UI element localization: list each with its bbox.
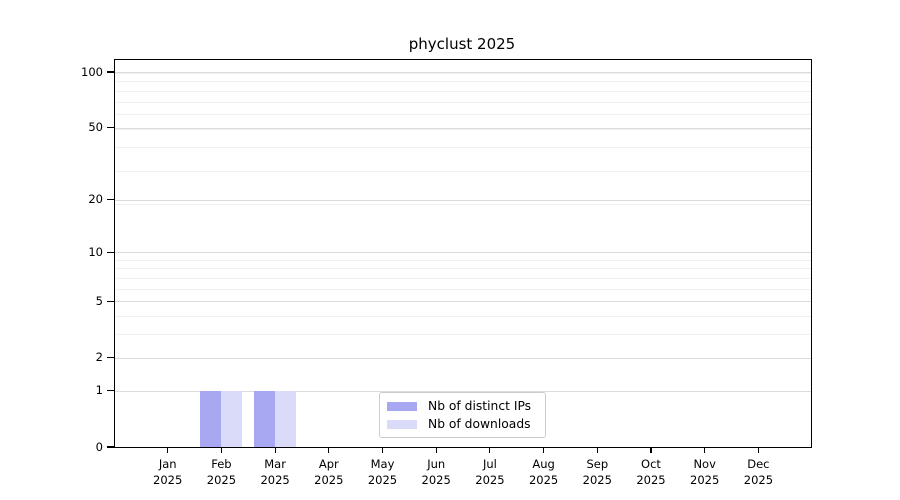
y-axis-tick [107, 300, 114, 302]
gridline-minor [115, 259, 811, 261]
x-axis-tick-label: Jul 2025 [475, 457, 505, 487]
x-axis-tick [757, 447, 759, 453]
x-axis-tick-label: Feb 2025 [206, 457, 237, 487]
x-axis-tick-label: Mar 2025 [260, 457, 290, 487]
y-axis-tick-label: 20 [88, 192, 103, 207]
gridline-minor [115, 278, 811, 279]
x-axis-tick [274, 447, 276, 453]
gridline-minor [115, 72, 811, 74]
y-axis-tick [107, 390, 114, 392]
gridline-minor [115, 203, 811, 205]
gridline-minor [115, 316, 811, 318]
x-axis-tick [328, 447, 330, 453]
y-axis-tick-label: 2 [95, 350, 103, 365]
x-axis-tick [596, 447, 598, 453]
x-axis-tick [167, 447, 169, 453]
x-axis-tick-label: Sep 2025 [582, 457, 612, 487]
y-axis-tick [107, 446, 114, 448]
bar-distinct-ips [200, 390, 222, 447]
x-axis-tick [381, 447, 384, 453]
x-axis-tick-label: Aug 2025 [528, 457, 559, 487]
y-axis-tick-label: 5 [95, 293, 103, 308]
gridline-major [115, 301, 811, 303]
x-axis-tick [650, 447, 652, 453]
bar-downloads [275, 390, 297, 447]
y-axis-tick [107, 126, 114, 129]
plot-area: Nb of distinct IPs Nb of downloads 0 1 2 5 1… [81, 59, 812, 487]
y-axis-tick-label: 1 [95, 383, 103, 398]
y-axis-tick-label: 0 [95, 439, 103, 454]
x-axis-tick-label: Jun 2025 [421, 457, 451, 487]
gridline-major [115, 252, 811, 254]
y-axis-tick-label: 10 [88, 244, 103, 259]
y-axis-tick [107, 251, 114, 253]
y-axis-tick-label: 50 [88, 120, 103, 134]
x-axis-tick [704, 447, 706, 453]
x-axis-tick-label: Apr 2025 [314, 457, 344, 487]
gridline-minor [115, 170, 811, 172]
gridline-major [115, 199, 811, 201]
bar-distinct-ips [254, 390, 276, 447]
gridline-minor [115, 129, 811, 131]
legend-entry-distinct-ips: Nb of distinct IPs [387, 399, 538, 413]
x-axis-tick-label: Oct 2025 [636, 457, 666, 487]
legend-entry-downloads: Nb of downloads [387, 417, 538, 431]
x-axis-tick [489, 447, 491, 453]
legend-label-downloads: Nb of downloads [428, 417, 531, 431]
x-axis-tick-label: Jan 2025 [153, 457, 183, 487]
x-axis-tick-label: Dec 2025 [743, 457, 774, 487]
x-axis-tick [435, 447, 437, 453]
y-axis-tick [107, 71, 114, 73]
gridline-minor [115, 81, 811, 83]
y-axis-tick [107, 357, 114, 359]
legend-swatch-downloads [387, 419, 417, 429]
x-axis-tick-label: May 2025 [367, 457, 398, 487]
gridline-major [115, 72, 811, 73]
legend-label-distinct-ips: Nb of distinct IPs [428, 399, 532, 413]
gridline-major [115, 127, 811, 129]
x-axis-tick [543, 447, 545, 453]
chart-title: phyclust 2025 [408, 35, 516, 53]
gridline-major [115, 357, 811, 359]
gridline-minor [115, 90, 811, 92]
legend: Nb of distinct IPs Nb of downloads [379, 392, 546, 438]
y-axis-tick-label: 100 [81, 64, 103, 79]
gridline-minor [115, 334, 811, 336]
gridline-minor [115, 268, 811, 270]
x-axis-tick-label: Nov 2025 [690, 457, 720, 487]
bar-downloads [221, 390, 243, 447]
gridline-minor [115, 101, 811, 103]
gridline-minor [115, 114, 811, 116]
gridline-minor [115, 288, 811, 290]
legend-swatch-distinct-ips [387, 401, 417, 411]
x-axis-tick [220, 447, 222, 453]
gridline-minor [115, 147, 811, 149]
y-axis-tick [107, 199, 114, 201]
